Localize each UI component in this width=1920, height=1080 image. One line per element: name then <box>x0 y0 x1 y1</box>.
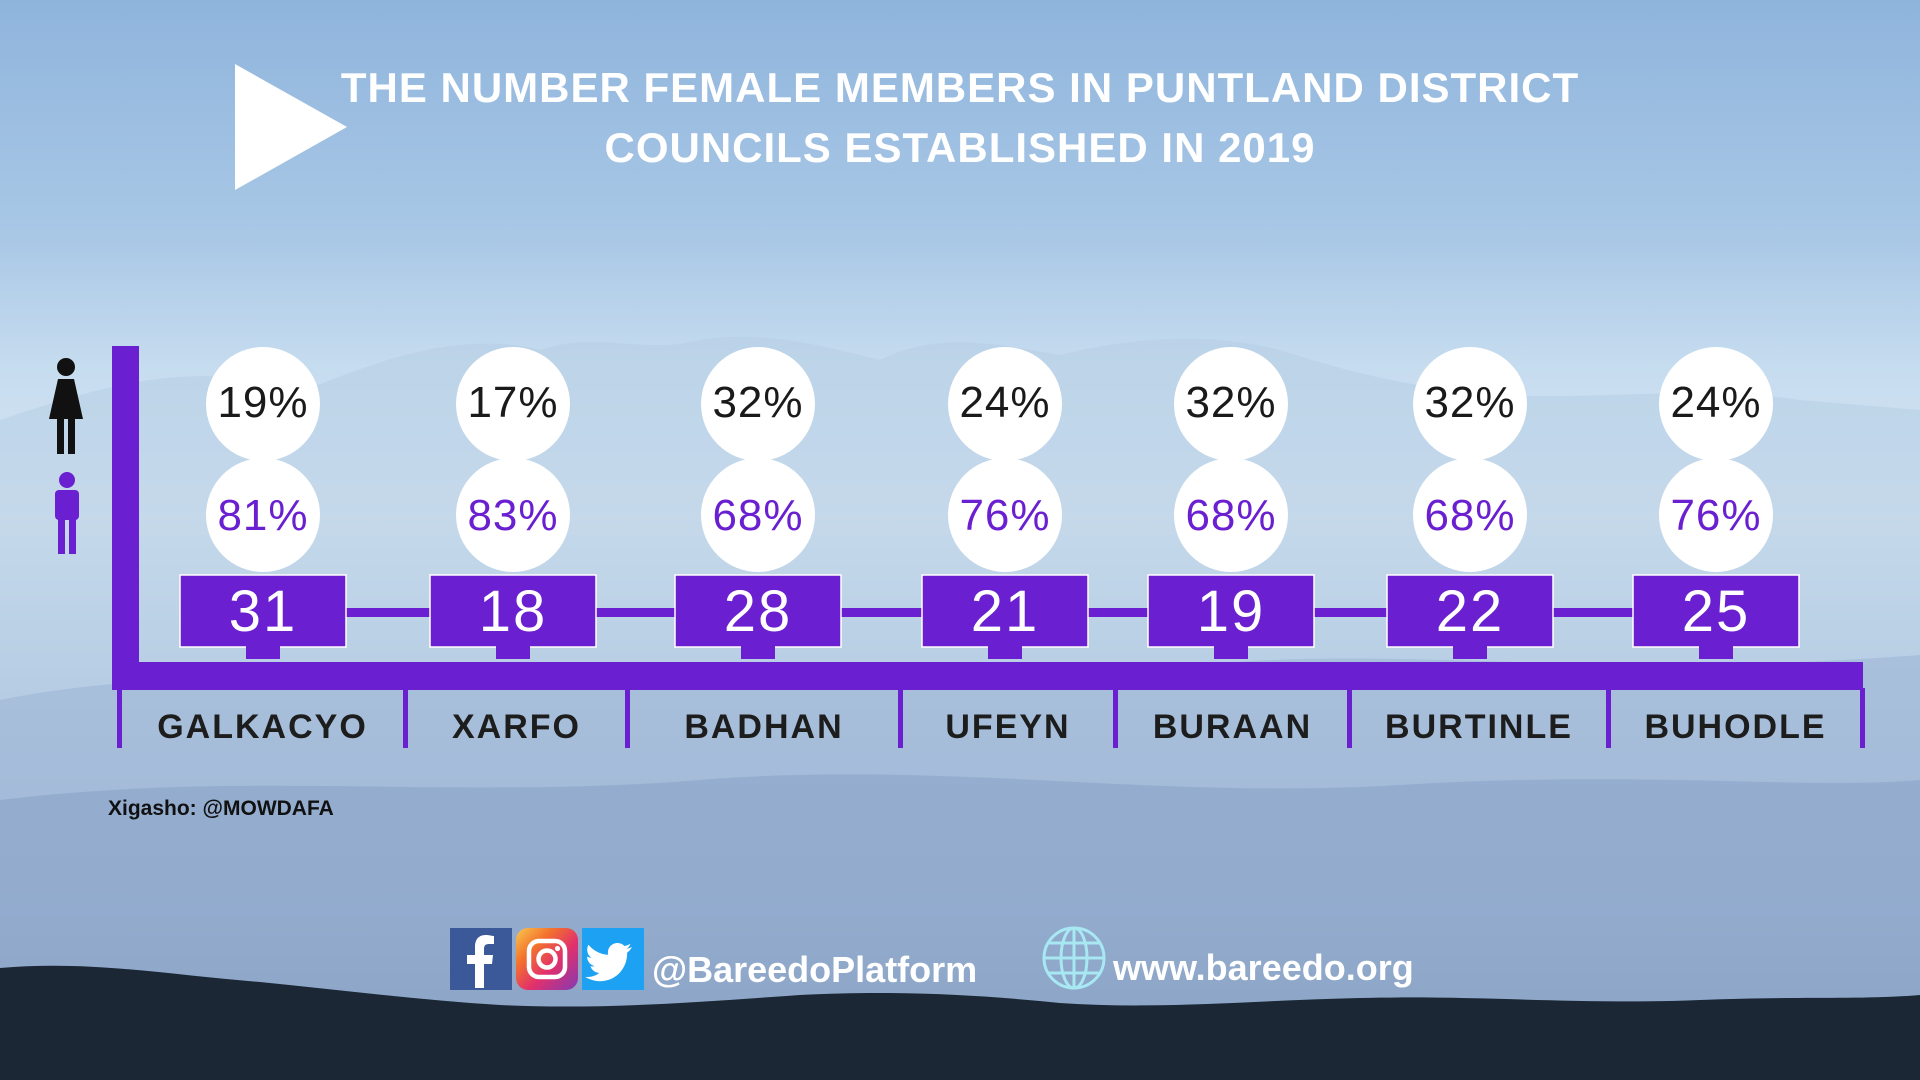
total-value-label: 21 <box>970 579 1040 644</box>
male-pct-circle <box>1413 458 1527 572</box>
twitter-icon[interactable] <box>582 928 644 990</box>
instagram-icon[interactable] <box>516 928 578 990</box>
male-icon <box>55 472 79 554</box>
male-pct-label: 68% <box>1185 491 1277 540</box>
badge-stem <box>1214 645 1248 659</box>
district-label: BURAAN <box>1152 708 1313 746</box>
male-pct-circle <box>1174 458 1288 572</box>
male-pct-circle <box>456 458 570 572</box>
source-text: Xigasho: @MOWDAFA <box>108 797 334 820</box>
total-value-label: 19 <box>1196 579 1266 644</box>
male-pct-label: 83% <box>467 491 559 540</box>
badge-stem <box>246 645 280 659</box>
female-pct-circle <box>1413 347 1527 461</box>
facebook-icon[interactable] <box>450 928 512 990</box>
axis-separator <box>117 688 122 748</box>
district-label: UFEYN <box>945 708 1071 746</box>
male-pct-label: 81% <box>217 491 309 540</box>
district-label: BUHODLE <box>1644 708 1827 746</box>
district-label: XARFO <box>452 708 581 746</box>
female-pct-label: 24% <box>1670 378 1762 427</box>
badge-stem <box>1453 645 1487 659</box>
female-pct-label: 32% <box>1424 378 1516 427</box>
play-icon <box>235 64 347 190</box>
female-pct-circle <box>1174 347 1288 461</box>
website-link[interactable]: www.bareedo.org <box>1113 947 1414 988</box>
badge-stem <box>1699 645 1733 659</box>
total-badge <box>674 574 842 648</box>
district-label: GALKACYO <box>157 708 368 746</box>
axis-separator <box>898 688 903 748</box>
male-pct-circle <box>701 458 815 572</box>
x-axis-bar <box>112 662 1863 690</box>
male-pct-circle <box>1659 458 1773 572</box>
total-badge <box>179 574 347 648</box>
badge-stem <box>496 645 530 659</box>
y-axis-bar <box>112 346 139 690</box>
female-icon <box>49 358 83 454</box>
social-handle[interactable]: @BareedoPlatform <box>652 949 978 990</box>
axis-separator <box>1606 688 1611 748</box>
globe-icon <box>1042 926 1106 990</box>
total-value-label: 31 <box>228 579 298 644</box>
female-pct-label: 24% <box>959 378 1051 427</box>
female-pct-label: 17% <box>467 378 559 427</box>
male-pct-label: 76% <box>959 491 1051 540</box>
axis-separator <box>1347 688 1352 748</box>
total-value-label: 28 <box>723 579 793 644</box>
axis-separator <box>1113 688 1118 748</box>
total-badge <box>1632 574 1800 648</box>
female-pct-circle <box>948 347 1062 461</box>
axis-separator <box>1860 688 1865 748</box>
male-pct-circle <box>206 458 320 572</box>
male-pct-label: 68% <box>712 491 804 540</box>
total-badge <box>1386 574 1554 648</box>
axis-separator <box>625 688 630 748</box>
axis-separator <box>403 688 408 748</box>
district-label: BADHAN <box>684 708 844 746</box>
female-pct-circle <box>206 347 320 461</box>
female-pct-label: 32% <box>1185 378 1277 427</box>
chart-title: THE NUMBER FEMALE MEMBERS IN PUNTLAND DI… <box>340 64 1580 171</box>
total-badge <box>429 574 597 648</box>
total-value-label: 25 <box>1681 579 1751 644</box>
female-pct-circle <box>1659 347 1773 461</box>
female-pct-label: 32% <box>712 378 804 427</box>
badge-stem <box>741 645 775 659</box>
badge-stem <box>988 645 1022 659</box>
female-pct-circle <box>456 347 570 461</box>
female-pct-circle <box>701 347 815 461</box>
female-pct-label: 19% <box>217 378 309 427</box>
male-pct-circle <box>948 458 1062 572</box>
district-label: BURTINLE <box>1385 708 1573 746</box>
total-value-label: 22 <box>1435 579 1505 644</box>
male-pct-label: 76% <box>1670 491 1762 540</box>
male-pct-label: 68% <box>1424 491 1516 540</box>
total-value-label: 18 <box>478 579 548 644</box>
total-badge <box>921 574 1089 648</box>
